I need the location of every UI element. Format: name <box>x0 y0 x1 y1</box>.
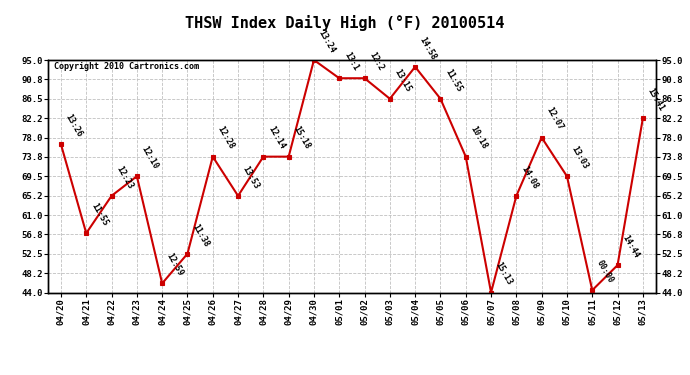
Text: 12:07: 12:07 <box>544 106 564 132</box>
Text: 12:2: 12:2 <box>367 51 385 73</box>
Text: THSW Index Daily High (°F) 20100514: THSW Index Daily High (°F) 20100514 <box>186 15 504 31</box>
Text: 12:59: 12:59 <box>165 252 185 278</box>
Text: 13:24: 13:24 <box>317 28 337 54</box>
Text: 13:26: 13:26 <box>63 112 84 139</box>
Text: 12:23: 12:23 <box>115 164 135 190</box>
Text: 12:28: 12:28 <box>215 125 236 151</box>
Text: 12:14: 12:14 <box>266 125 286 151</box>
Text: 15:18: 15:18 <box>291 125 312 151</box>
Text: 14:58: 14:58 <box>418 35 438 61</box>
Text: 14:44: 14:44 <box>620 234 640 260</box>
Text: Copyright 2010 Cartronics.com: Copyright 2010 Cartronics.com <box>55 62 199 71</box>
Text: 15:41: 15:41 <box>646 87 666 113</box>
Text: 11:55: 11:55 <box>89 201 109 228</box>
Text: 13:03: 13:03 <box>570 144 590 171</box>
Text: 13:15: 13:15 <box>393 67 413 93</box>
Text: 13:53: 13:53 <box>241 164 261 190</box>
Text: 00:00: 00:00 <box>595 258 615 285</box>
Text: 13:1: 13:1 <box>342 51 359 73</box>
Text: 11:38: 11:38 <box>190 222 210 248</box>
Text: 14:08: 14:08 <box>519 164 540 190</box>
Text: 15:13: 15:13 <box>494 261 514 287</box>
Text: 11:55: 11:55 <box>443 67 464 93</box>
Text: 12:10: 12:10 <box>139 144 160 171</box>
Text: 10:18: 10:18 <box>469 125 489 151</box>
